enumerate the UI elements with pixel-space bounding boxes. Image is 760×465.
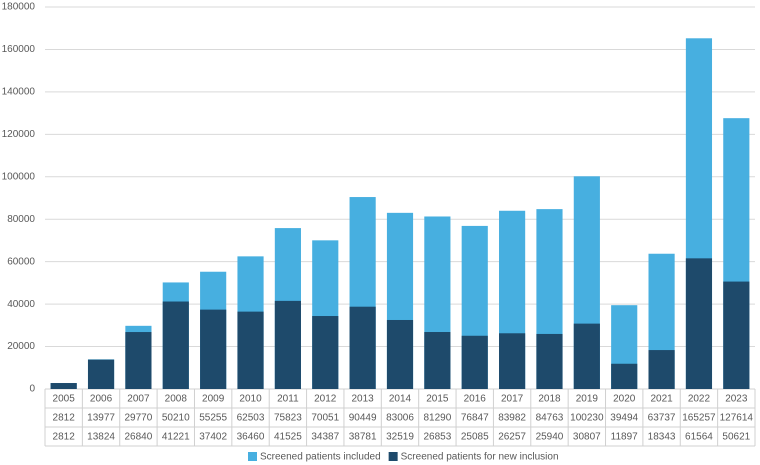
y-tick-label: 100000 xyxy=(2,171,36,182)
table-value: 84763 xyxy=(536,413,564,424)
y-tick-label: 120000 xyxy=(2,129,36,140)
x-tick-label: 2014 xyxy=(389,394,412,405)
x-tick-label: 2023 xyxy=(725,394,748,405)
bar xyxy=(723,281,750,389)
x-tick-label: 2007 xyxy=(127,394,150,405)
table-value: 76847 xyxy=(461,413,489,424)
table-value: 11897 xyxy=(611,432,639,443)
legend-swatch xyxy=(248,452,257,461)
table-value: 39494 xyxy=(610,413,638,424)
table-value: 36460 xyxy=(237,432,265,443)
table-value: 100230 xyxy=(570,413,604,424)
y-tick-label: 80000 xyxy=(7,214,35,225)
x-tick-label: 2011 xyxy=(277,394,299,405)
bar xyxy=(87,359,115,389)
bar xyxy=(312,316,339,389)
bar xyxy=(200,309,227,389)
table-value: 25085 xyxy=(461,432,489,443)
table-value: 2812 xyxy=(53,432,76,443)
bar xyxy=(386,319,414,389)
bar xyxy=(349,306,376,389)
table-value: 41221 xyxy=(162,432,190,443)
x-tick-label: 2015 xyxy=(426,394,449,405)
x-tick-label: 2018 xyxy=(538,394,561,405)
bar xyxy=(648,350,675,389)
table-value: 30807 xyxy=(573,432,601,443)
y-tick-label: 20000 xyxy=(7,341,35,352)
bar xyxy=(573,323,600,389)
table-value: 50621 xyxy=(722,432,750,443)
x-tick-label: 2021 xyxy=(650,394,673,405)
legend-swatch xyxy=(388,452,398,461)
x-tick-label: 2013 xyxy=(352,394,375,405)
table-value: 13977 xyxy=(87,413,115,424)
x-tick-label: 2022 xyxy=(688,394,711,405)
table-value: 26853 xyxy=(423,432,451,443)
bar xyxy=(162,301,189,389)
table-value: 38781 xyxy=(349,432,377,443)
bar xyxy=(424,332,451,389)
table-value: 18343 xyxy=(648,432,676,443)
bar xyxy=(499,333,526,389)
table-value: 55255 xyxy=(199,413,227,424)
table-value: 127614 xyxy=(720,413,754,424)
y-tick-label: 160000 xyxy=(2,44,36,55)
x-tick-label: 2006 xyxy=(90,394,113,405)
table-value: 13824 xyxy=(87,432,115,443)
legend-label: Screened patients included xyxy=(260,452,381,463)
x-tick-label: 2019 xyxy=(576,394,599,405)
bar xyxy=(237,311,264,389)
x-tick-label: 2017 xyxy=(501,394,524,405)
table-value: 83006 xyxy=(386,413,414,424)
table-value: 26840 xyxy=(125,432,153,443)
legend-label: Screened patients for new inclusion xyxy=(401,452,559,463)
y-tick-label: 60000 xyxy=(7,256,35,267)
y-tick-label: 0 xyxy=(29,384,35,395)
y-tick-label: 140000 xyxy=(2,87,36,98)
bar xyxy=(461,335,488,389)
x-tick-label: 2009 xyxy=(202,394,225,405)
table-value: 70051 xyxy=(311,413,339,424)
table-value: 75823 xyxy=(274,413,302,424)
table-value: 32519 xyxy=(386,432,414,443)
x-tick-label: 2012 xyxy=(314,394,337,405)
bar xyxy=(536,333,563,389)
table-value: 34387 xyxy=(311,432,339,443)
table-value: 90449 xyxy=(349,413,377,424)
bar xyxy=(125,332,152,389)
table-value: 41525 xyxy=(274,432,302,443)
x-tick-label: 2008 xyxy=(165,394,188,405)
bar xyxy=(274,300,301,389)
table-value: 2812 xyxy=(53,413,76,424)
table-value: 165257 xyxy=(682,413,716,424)
table-value: 63737 xyxy=(648,413,676,424)
table-value: 37402 xyxy=(199,432,227,443)
table-value: 62503 xyxy=(237,413,265,424)
table-value: 83982 xyxy=(498,413,526,424)
table-value: 81290 xyxy=(423,413,451,424)
x-tick-label: 2020 xyxy=(613,394,636,405)
table-value: 25940 xyxy=(536,432,564,443)
table-value: 50210 xyxy=(162,413,190,424)
bar xyxy=(50,383,77,389)
table-value: 29770 xyxy=(125,413,153,424)
x-tick-label: 2005 xyxy=(53,394,76,405)
bar xyxy=(611,363,638,389)
bar xyxy=(685,258,713,389)
table-value: 26257 xyxy=(498,432,526,443)
table-value: 61564 xyxy=(685,432,713,443)
y-tick-label: 180000 xyxy=(2,2,36,13)
x-tick-label: 2016 xyxy=(464,394,487,405)
y-tick-label: 40000 xyxy=(7,299,35,310)
x-tick-label: 2010 xyxy=(239,394,262,405)
